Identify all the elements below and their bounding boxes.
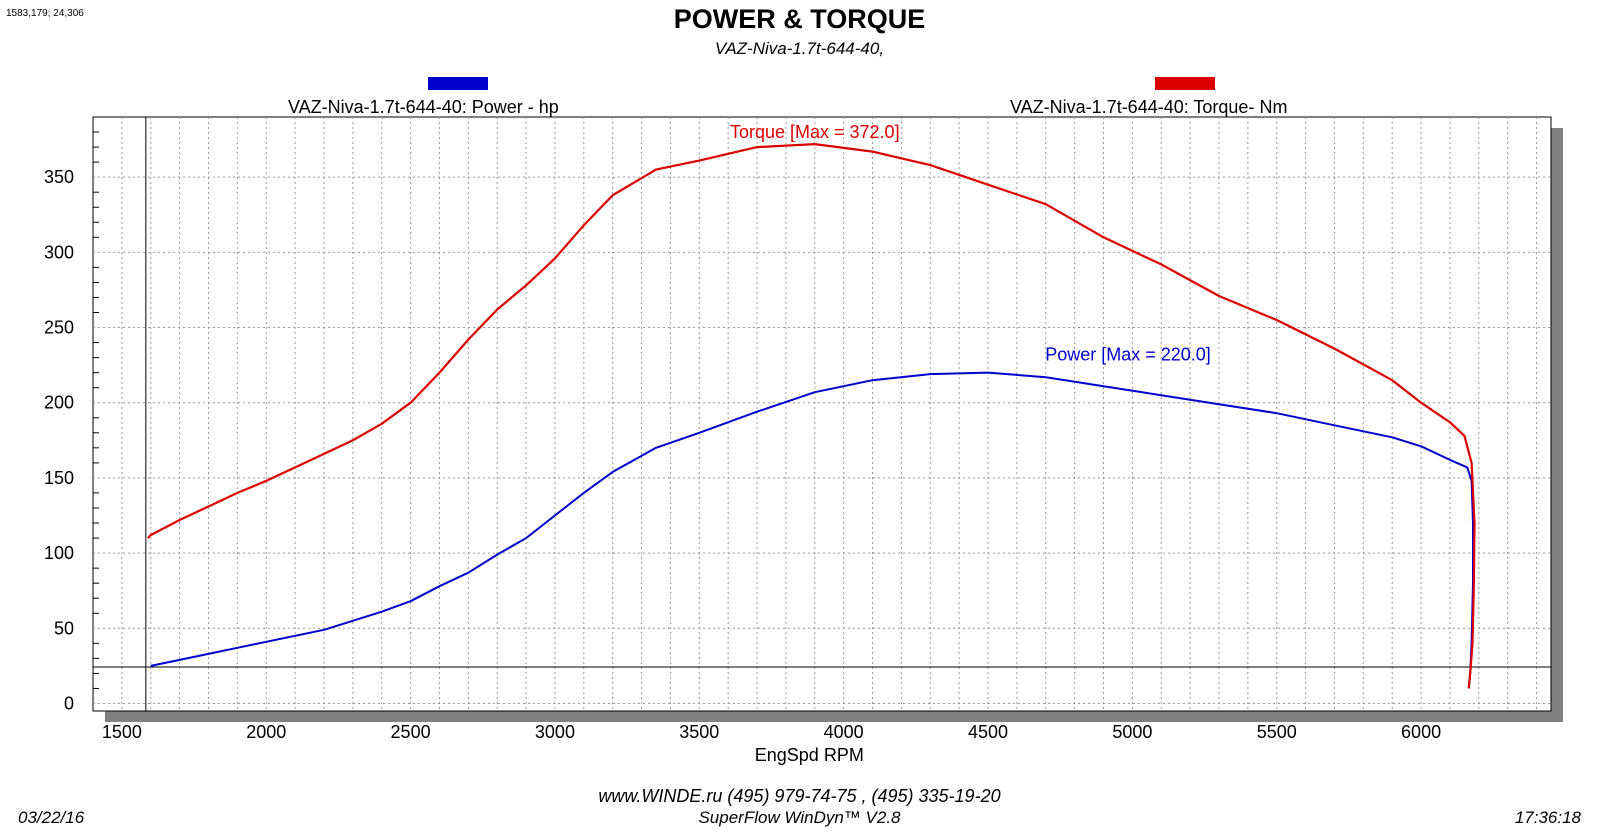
x-tick-label: 4000 [824,722,864,742]
x-tick-label: 4500 [968,722,1008,742]
x-axis-label: EngSpd RPM [755,745,864,765]
footer-date: 03/22/16 [18,808,85,827]
torque-max-annotation: Torque [Max = 372.0] [730,122,900,142]
legend-power-swatch [428,77,488,90]
x-tick-label: 6000 [1401,722,1441,742]
y-tick-label: 200 [44,393,74,413]
power-series-line [150,371,1474,689]
y-tick-label: 50 [54,618,74,638]
legend-power-label: VAZ-Niva-1.7t-644-40: Power - hp [288,97,559,117]
y-tick-label: 350 [44,167,74,187]
footer-website[interactable]: www.WINDE.ru (495) 979-74-75 , (495) 335… [598,786,1001,806]
x-tick-label: 2500 [391,722,431,742]
series-annotations: Power [Max = 220.0] Torque [Max = 372.0] [730,122,1211,365]
cursor-readout: 1583,179; 24,306 [6,8,84,19]
y-tick-label: 0 [64,693,74,713]
footer-software: SuperFlow WinDyn™ V2.8 [698,808,901,827]
torque-series-line [147,143,1476,689]
chart-title: POWER & TORQUE [673,4,926,34]
x-tick-label: 2000 [246,722,286,742]
x-tick-label: 1500 [102,722,142,742]
series-lines [147,143,1476,689]
plot-area [92,116,1552,712]
tick-labels: 1500 2000 2500 3000 3500 4000 4500 5000 5500 6000… [44,167,1441,765]
footer-time: 17:36:18 [1514,808,1581,827]
y-tick-label: 100 [44,543,74,563]
x-tick-label: 3000 [535,722,575,742]
x-tick-label: 5500 [1257,722,1297,742]
legend-torque-label: VAZ-Niva-1.7t-644-40: Torque- Nm [1010,97,1288,117]
grid-lines [93,116,1551,711]
y-tick-label: 250 [44,318,74,338]
x-tick-label: 3500 [679,722,719,742]
chart-subtitle: VAZ-Niva-1.7t-644-40, [714,39,885,58]
legend-torque-swatch [1155,77,1215,90]
y-tick-label: 300 [44,242,74,262]
x-tick-label: 5000 [1112,722,1152,742]
cursor-crosshair [93,117,1551,711]
y-tick-label: 150 [44,468,74,488]
power-max-annotation: Power [Max = 220.0] [1045,345,1211,365]
